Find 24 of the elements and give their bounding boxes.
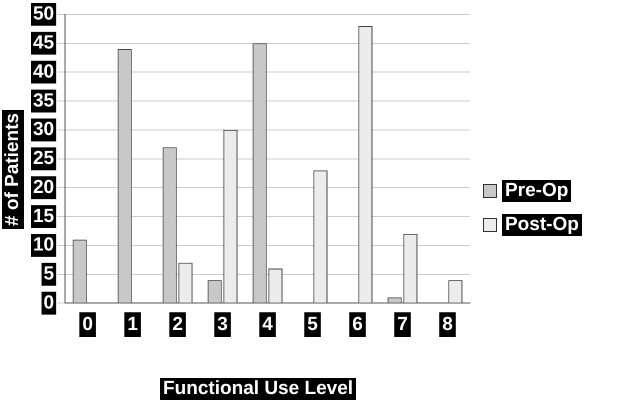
x-tick-label: 8 bbox=[442, 314, 453, 335]
y-tick-label: 20 bbox=[32, 176, 54, 198]
y-tick-label: 5 bbox=[44, 264, 55, 285]
x-tick-label: 2 bbox=[172, 314, 183, 335]
x-tick-label: 7 bbox=[397, 314, 408, 335]
x-tick-label: 6 bbox=[352, 314, 363, 335]
legend-label: Pre-Op bbox=[502, 180, 572, 202]
y-tick-label: 25 bbox=[32, 148, 55, 170]
y-tick-label: 0 bbox=[44, 292, 54, 314]
x-tick-label: 4 bbox=[262, 314, 274, 335]
y-tick-label: 40 bbox=[32, 61, 54, 82]
x-tick-label: 5 bbox=[307, 314, 318, 335]
y-tick-label: 35 bbox=[32, 90, 55, 112]
y-tick-label: 50 bbox=[32, 4, 54, 25]
legend-label: Post-Op bbox=[502, 214, 582, 236]
x-tick-label: 1 bbox=[127, 314, 138, 335]
y-tick-label: 30 bbox=[32, 119, 54, 140]
y-axis-title: # of Patients bbox=[2, 110, 24, 229]
x-tick-label: 3 bbox=[217, 314, 228, 335]
x-axis-title: Functional Use Level bbox=[160, 378, 356, 400]
y-tick-label: 10 bbox=[32, 234, 54, 256]
y-tick-label: 45 bbox=[32, 32, 55, 54]
y-tick-label: 15 bbox=[32, 206, 55, 227]
x-tick-label: 0 bbox=[82, 314, 93, 335]
